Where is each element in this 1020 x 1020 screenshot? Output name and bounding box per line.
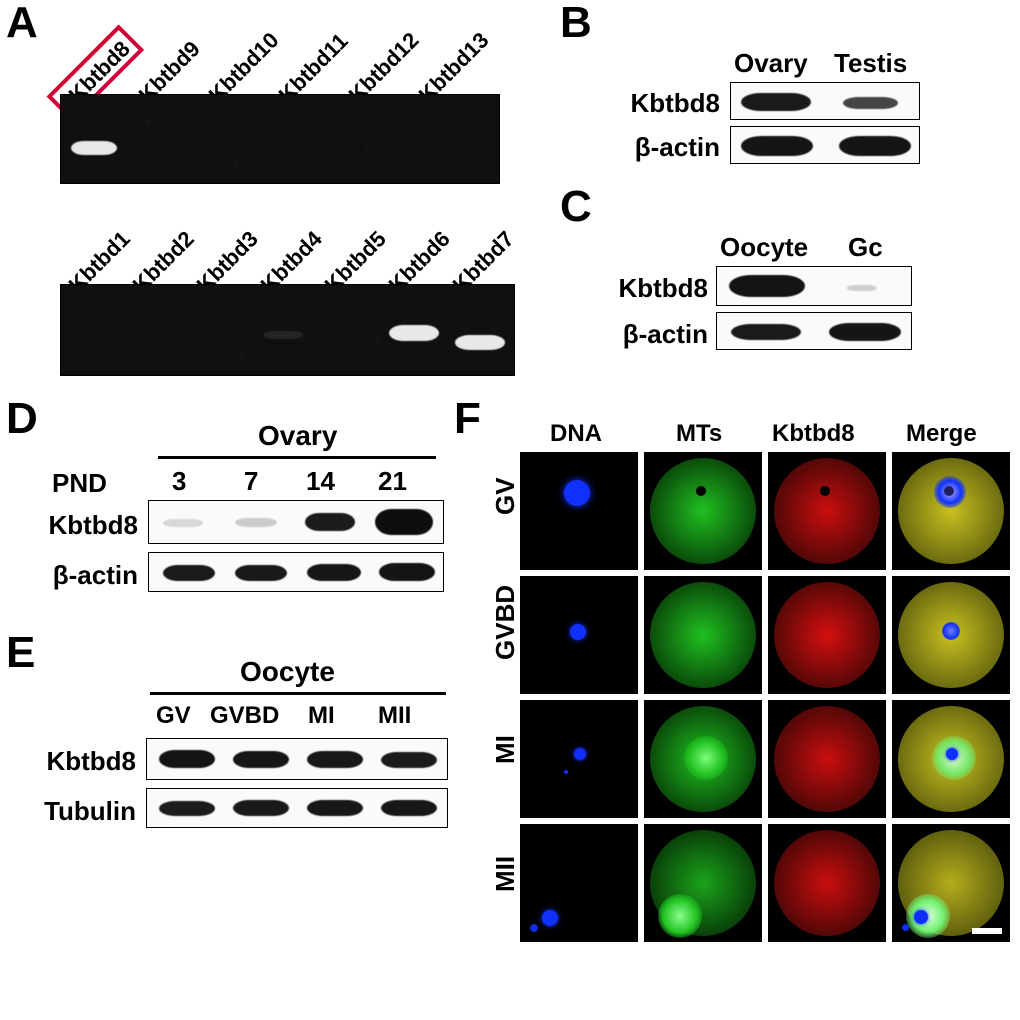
blot-c-kbtbd8	[716, 266, 912, 306]
blot-d-actin	[148, 552, 444, 592]
lane-d-21: 21	[378, 466, 407, 497]
panel-letter-b: B	[560, 0, 592, 48]
band-c-0-1	[847, 285, 877, 291]
row-label-b-actin: β-actin	[610, 132, 720, 163]
fluor-cell-mii-kbtbd8	[768, 824, 886, 942]
fluor-cell-mi-dna	[520, 700, 638, 818]
band-d-0-1	[235, 518, 277, 527]
figure-root: A Kbtbd8 Kbtbd9 Kbtbd10 Kbtbd11 Kbtbd12 …	[0, 0, 1020, 1020]
band-d-1-1	[235, 565, 287, 581]
lane-e-gvbd: GVBD	[210, 702, 279, 730]
band-e-1-3	[381, 800, 437, 816]
gel-a-bottom	[60, 284, 515, 376]
fluor-cell-mi-mts	[644, 700, 762, 818]
row-label-d-actin: β-actin	[28, 560, 138, 591]
row-f-gvbd: GVBD	[490, 585, 521, 660]
blot-e-kbtbd8	[146, 738, 448, 780]
band-e-0-1	[233, 751, 289, 768]
panel-letter-c: C	[560, 182, 592, 232]
fluor-cell-mii-dna	[520, 824, 638, 942]
blot-c-actin	[716, 312, 912, 350]
scale-bar	[972, 928, 1002, 934]
blot-b-kbtbd8	[730, 82, 920, 120]
col-f-kbtbd8: Kbtbd8	[772, 420, 855, 448]
panel-letter-e: E	[6, 628, 35, 678]
fluor-cell-gvbd-merge	[892, 576, 1010, 694]
band-b-1-0	[741, 136, 813, 156]
band-a-bot-3	[263, 331, 303, 339]
lane-e-mi: MI	[308, 702, 335, 730]
row-label-c-kbtbd8: Kbtbd8	[598, 273, 708, 304]
lane-label-oocyte-c: Oocyte	[720, 232, 808, 263]
band-e-1-0	[159, 801, 215, 816]
band-c-0-0	[729, 275, 805, 297]
fluor-cell-mi-merge	[892, 700, 1010, 818]
lane-label-testis: Testis	[834, 48, 907, 79]
panel-letter-d: D	[6, 394, 38, 444]
group-label-oocyte-e: Oocyte	[240, 656, 335, 688]
group-bar-d	[158, 456, 436, 459]
fluor-cell-gv-dna	[520, 452, 638, 570]
row-f-mii: MII	[490, 856, 521, 892]
fluor-cell-gv-mts	[644, 452, 762, 570]
band-a-bot-6	[455, 335, 505, 350]
lane-d-14: 14	[306, 466, 335, 497]
band-e-0-2	[307, 751, 363, 768]
group-label-ovary-d: Ovary	[258, 420, 337, 452]
band-d-1-3	[379, 563, 435, 581]
blot-e-tubulin	[146, 788, 448, 828]
row-label-e-kbtbd8: Kbtbd8	[24, 746, 136, 777]
col-f-dna: DNA	[550, 420, 602, 448]
row-label-d-kbtbd8: Kbtbd8	[28, 510, 138, 541]
band-b-0-0	[741, 93, 811, 111]
row-f-gv: GV	[490, 477, 521, 515]
fluor-cell-gvbd-mts	[644, 576, 762, 694]
lane-d-7: 7	[244, 466, 258, 497]
band-e-0-0	[159, 750, 215, 768]
band-b-0-1	[843, 97, 898, 109]
pnd-label: PND	[52, 468, 132, 499]
row-f-mi: MI	[490, 735, 521, 764]
band-d-0-3	[375, 509, 433, 535]
band-a-bot-5	[389, 325, 439, 341]
col-f-merge: Merge	[906, 420, 977, 448]
lane-label-gc: Gc	[848, 232, 883, 263]
fluor-cell-mi-kbtbd8	[768, 700, 886, 818]
band-e-1-1	[233, 800, 289, 816]
row-label-c-actin: β-actin	[598, 319, 708, 350]
band-e-1-2	[307, 800, 363, 816]
group-bar-e	[150, 692, 446, 695]
band-a-top-0	[71, 141, 117, 155]
band-c-1-1	[829, 323, 901, 341]
band-d-1-0	[163, 565, 215, 581]
gel-a-top	[60, 94, 500, 184]
band-d-1-2	[307, 564, 361, 581]
blot-d-kbtbd8	[148, 500, 444, 544]
band-b-1-1	[839, 136, 911, 156]
fluor-cell-gvbd-kbtbd8	[768, 576, 886, 694]
fluor-cell-gv-merge	[892, 452, 1010, 570]
blot-b-actin	[730, 126, 920, 164]
lane-e-mii: MII	[378, 702, 411, 730]
band-c-1-0	[731, 324, 801, 340]
lane-e-gv: GV	[156, 702, 191, 730]
band-d-0-0	[163, 519, 203, 527]
panel-letter-a: A	[6, 0, 38, 48]
band-d-0-2	[305, 513, 355, 531]
band-e-0-3	[381, 752, 437, 768]
row-label-e-tubulin: Tubulin	[24, 796, 136, 827]
fluor-cell-mii-mts	[644, 824, 762, 942]
col-f-mts: MTs	[676, 420, 722, 448]
panel-letter-f: F	[454, 394, 481, 444]
row-label-b-kbtbd8: Kbtbd8	[610, 88, 720, 119]
fluor-cell-mii-merge	[892, 824, 1010, 942]
lane-d-3: 3	[172, 466, 186, 497]
fluor-cell-gvbd-dna	[520, 576, 638, 694]
fluor-cell-gv-kbtbd8	[768, 452, 886, 570]
lane-label-ovary: Ovary	[734, 48, 808, 79]
